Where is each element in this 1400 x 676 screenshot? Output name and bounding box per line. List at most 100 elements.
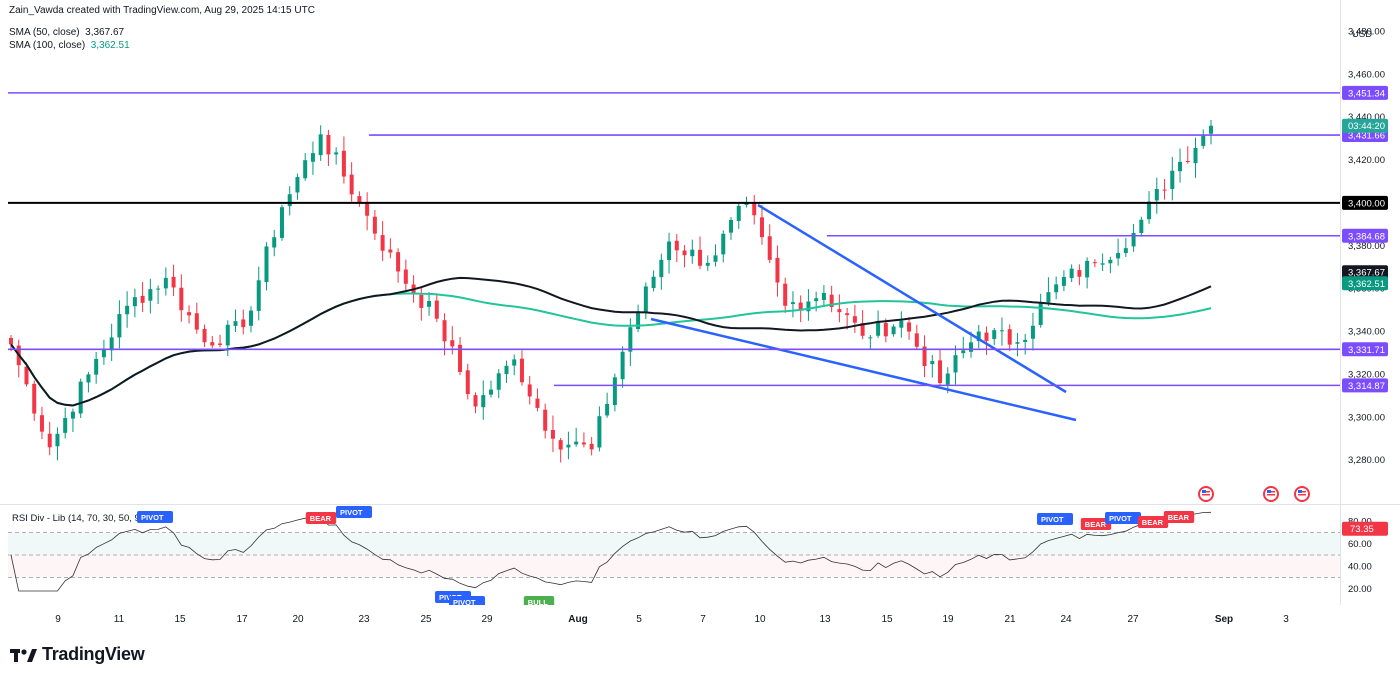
candle-body bbox=[814, 298, 819, 302]
candle-body bbox=[605, 403, 610, 416]
candle-body bbox=[519, 358, 524, 383]
candle-body bbox=[1209, 125, 1213, 134]
candle-body bbox=[574, 441, 579, 445]
time-tick-label: 15 bbox=[174, 614, 186, 625]
time-tick-label: 20 bbox=[292, 614, 304, 625]
candle-body bbox=[984, 332, 989, 341]
rsi-value-label: 73.35 bbox=[1350, 524, 1374, 535]
candle-body bbox=[63, 417, 68, 433]
tradingview-logo-icon bbox=[10, 648, 37, 662]
candle-body bbox=[845, 313, 850, 316]
candle-body bbox=[1069, 268, 1074, 279]
rsi-signal-badge bbox=[1080, 518, 1112, 530]
rsi-signal-label: BEAR bbox=[310, 514, 332, 523]
time-tick-label: Aug bbox=[568, 614, 588, 625]
price-chart[interactable]: 3,280.003,300.003,320.003,340.003,360.00… bbox=[0, 0, 1400, 505]
flag-canton bbox=[1202, 490, 1206, 493]
candle-body bbox=[914, 333, 919, 347]
candle-body bbox=[450, 340, 455, 347]
rsi-signal-badge bbox=[1137, 516, 1169, 528]
candle-body bbox=[1170, 170, 1175, 189]
candle-body bbox=[698, 249, 703, 266]
flag-stripe bbox=[1267, 494, 1275, 496]
candle-body bbox=[264, 246, 269, 283]
rsi-signal-badge bbox=[523, 596, 555, 605]
candle-body bbox=[512, 359, 517, 366]
rsi-signal-label: PIVOT bbox=[340, 508, 363, 517]
candle-body bbox=[39, 415, 44, 432]
candle-body bbox=[148, 289, 153, 301]
level-price-label: 3,384.68 bbox=[1348, 231, 1385, 242]
flag-stripe bbox=[1202, 494, 1210, 496]
candle-body bbox=[140, 295, 145, 303]
candle-body bbox=[318, 134, 323, 156]
candle-body bbox=[287, 194, 292, 207]
sma-price-label: 3,367.67 bbox=[1348, 268, 1385, 279]
candle-body bbox=[891, 326, 896, 335]
candle-body bbox=[1100, 263, 1105, 265]
candle-body bbox=[837, 309, 842, 313]
candle-body bbox=[821, 292, 826, 301]
candle-body bbox=[310, 153, 315, 162]
candle-body bbox=[945, 373, 950, 385]
candle-body bbox=[434, 300, 439, 319]
rsi-signal-label: PIVOT bbox=[1041, 515, 1064, 524]
sma100-label: SMA (100, close) bbox=[9, 40, 86, 51]
candle-body bbox=[1185, 160, 1190, 162]
candle-body bbox=[852, 316, 857, 323]
candle-body bbox=[930, 361, 935, 365]
candle-body bbox=[109, 337, 114, 351]
candle-body bbox=[1131, 232, 1136, 247]
candle-body bbox=[783, 283, 788, 306]
candle-body bbox=[589, 443, 594, 450]
candle-body bbox=[876, 321, 881, 336]
candle-body bbox=[636, 311, 641, 329]
rsi-signal-pivot-top: PIVOT bbox=[137, 511, 173, 523]
candle-body bbox=[427, 301, 432, 307]
candle-body bbox=[504, 365, 509, 375]
candle-body bbox=[527, 384, 532, 397]
candle-body bbox=[829, 294, 834, 308]
rsi-signal-badge bbox=[449, 596, 485, 605]
sma100-value: 3,362.51 bbox=[90, 40, 130, 51]
candle-body bbox=[24, 366, 29, 385]
candle-body bbox=[674, 240, 679, 251]
candle-body bbox=[883, 323, 888, 337]
candle-body bbox=[1085, 260, 1090, 278]
rsi-signal-badge bbox=[336, 506, 372, 518]
rsi-tick-label: 60.00 bbox=[1348, 539, 1372, 550]
tradingview-logo[interactable]: TradingView bbox=[10, 644, 145, 665]
candle-body bbox=[163, 277, 168, 289]
candle-body bbox=[1178, 161, 1183, 172]
candle-body bbox=[279, 207, 284, 238]
rsi-signal-pivot-bottom: PIVOT bbox=[449, 596, 485, 605]
rsi-signal-label: BEAR bbox=[1142, 518, 1164, 527]
rsi-signal-label: PIVOT bbox=[1109, 514, 1132, 523]
sma-price-tag bbox=[1342, 276, 1388, 291]
candle-body bbox=[171, 276, 176, 288]
sma100-legend[interactable]: SMA (100, close) 3,362.51 bbox=[9, 40, 130, 51]
candle-body bbox=[32, 383, 37, 414]
candle-body bbox=[210, 342, 215, 346]
price-tick-label: 3,420.00 bbox=[1348, 155, 1385, 166]
candle-body bbox=[187, 312, 192, 316]
candle-body bbox=[759, 217, 764, 238]
candle-body bbox=[744, 202, 749, 205]
sma50-value: 3,367.67 bbox=[85, 27, 125, 38]
candle-body bbox=[233, 321, 238, 326]
candle-body bbox=[1147, 201, 1152, 220]
rsi-signal-label: BULL bbox=[528, 598, 548, 605]
candle-body bbox=[775, 257, 780, 283]
sma50-legend[interactable]: SMA (50, close) 3,367.67 bbox=[9, 27, 124, 38]
candle-body bbox=[1046, 292, 1051, 303]
candle-body bbox=[790, 302, 795, 305]
time-axis[interactable]: 9 11 15 17 20 23 25 29 Aug 5 7 10 13 15 19 21 24 27 Sep 3 bbox=[0, 605, 1400, 633]
candle-body bbox=[651, 276, 656, 289]
time-tick-label: 10 bbox=[754, 614, 766, 625]
candle-body bbox=[9, 337, 13, 345]
candle-body bbox=[357, 196, 362, 203]
rsi-title: RSI Div - Lib (14, 70, 30, 50, 90 bbox=[12, 513, 145, 524]
rsi-signal-pivot-top: PIVOT bbox=[1037, 513, 1073, 525]
candle-body bbox=[1015, 342, 1020, 344]
